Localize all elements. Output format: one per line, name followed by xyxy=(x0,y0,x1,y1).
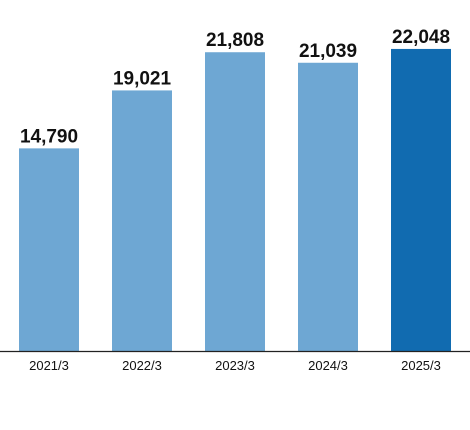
value-label-2025-3: 22,048 xyxy=(392,27,450,48)
value-label-2023-3: 21,808 xyxy=(206,30,264,51)
bar-2023-3 xyxy=(205,52,265,351)
bar-2024-3 xyxy=(298,62,358,352)
value-label-2022-3: 19,021 xyxy=(113,68,172,89)
value-label-2021-3: 14,790 xyxy=(20,126,78,147)
x-tick-label-2023-3: 2023/3 xyxy=(215,358,255,373)
x-tick-label-2021-3: 2021/3 xyxy=(29,358,69,373)
x-tick-label-2025-3: 2025/3 xyxy=(401,358,441,373)
value-label-2024-3: 21,039 xyxy=(299,41,357,62)
x-tick-label-2022-3: 2022/3 xyxy=(122,358,162,373)
x-tick-labels-group: 2021/3 2022/3 2023/3 2024/3 2025/3 xyxy=(29,358,441,373)
value-labels-group: 14,790 19,021 21,808 21,039 22,048 xyxy=(20,27,450,147)
bar-2025-3 xyxy=(391,48,451,352)
bar-2022-3 xyxy=(112,90,172,352)
bar-2021-3 xyxy=(19,148,79,351)
x-tick-label-2024-3: 2024/3 xyxy=(308,358,348,373)
bars-group xyxy=(19,48,451,352)
